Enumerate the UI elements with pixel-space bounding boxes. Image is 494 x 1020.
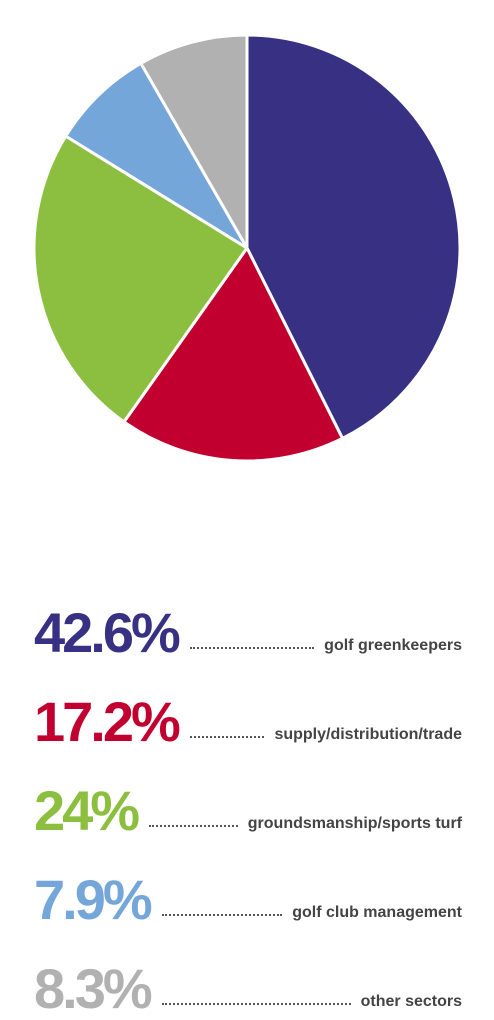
pie-chart [32,33,462,463]
legend-row-5: 8.3% other sectors [34,928,462,1017]
dotted-leader-line [149,825,238,827]
legend-percentage: 8.3% [34,957,153,1020]
legend-row-4: 7.9% golf club management [34,839,462,928]
dotted-leader-line [189,736,265,738]
legend-label: golf greenkeepers [324,637,462,654]
dotted-leader-line [161,1003,351,1005]
pie-slice-2 [122,246,345,463]
legend-percentage: 17.2% [34,690,181,753]
legend-label: supply/distribution/trade [274,726,462,743]
pie-slice-5 [139,33,249,250]
legend-label: other sectors [360,993,462,1010]
pie-slice-1 [245,33,462,440]
legend: 42.6% golf greenkeepers 17.2% supply/distri… [34,572,462,1017]
legend-row-1: 42.6% golf greenkeepers [34,572,462,661]
pie-slice-4 [64,61,249,250]
dotted-leader-line [161,914,283,916]
legend-percentage: 24% [34,779,140,842]
legend-label: golf club management [292,904,462,921]
legend-percentage: 7.9% [34,868,153,931]
legend-percentage: 42.6% [34,601,181,664]
legend-label: groundsmanship/sports turf [247,815,462,832]
dotted-leader-line [189,647,315,649]
legend-row-3: 24% groundsmanship/sports turf [34,750,462,839]
legend-row-2: 17.2% supply/distribution/trade [34,661,462,750]
pie-slice-3 [32,134,249,424]
